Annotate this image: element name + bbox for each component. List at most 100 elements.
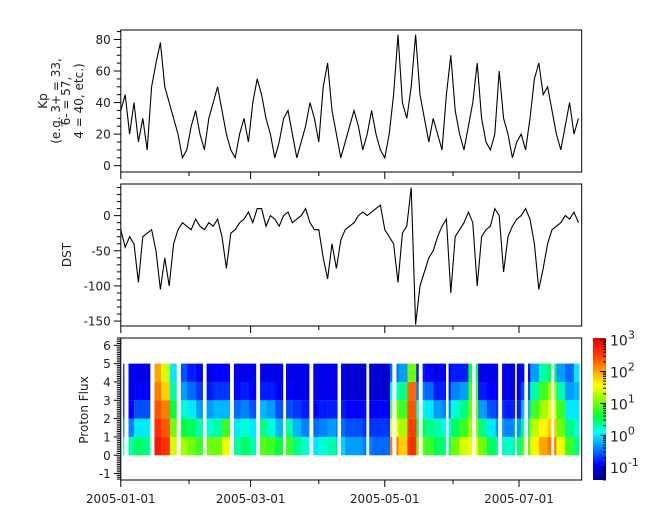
flux-cell xyxy=(428,363,430,382)
flux-cell xyxy=(430,400,432,419)
flux-cell xyxy=(298,363,300,382)
flux-cell xyxy=(496,400,499,419)
flux-cell xyxy=(385,381,388,401)
flux-cell xyxy=(451,418,454,437)
flux-cell xyxy=(282,381,284,401)
flux-cell xyxy=(462,381,465,401)
flux-cell xyxy=(290,436,292,456)
flux-cell xyxy=(407,436,409,456)
flux-cell xyxy=(239,363,241,382)
flux-cell xyxy=(260,418,262,437)
flux-cell xyxy=(491,381,493,401)
flux-cell xyxy=(494,381,496,401)
flux-cell xyxy=(489,381,491,401)
flux-cell xyxy=(196,418,198,437)
flux-cell xyxy=(536,436,539,456)
flux-cell xyxy=(486,400,489,419)
flux-cell xyxy=(163,400,165,419)
flux-cell xyxy=(455,381,457,401)
flux-cell xyxy=(302,418,304,437)
flux-cell xyxy=(434,363,437,382)
flux-cell xyxy=(156,400,159,419)
flux-cell xyxy=(400,363,403,382)
flux-cell xyxy=(539,363,541,382)
flux-cell xyxy=(454,418,456,437)
flux-cell xyxy=(275,381,277,401)
flux-cell xyxy=(386,400,389,419)
flux-cell xyxy=(379,381,381,401)
flux-cell xyxy=(439,418,441,437)
flux-cell xyxy=(252,418,254,437)
flux-cell xyxy=(211,381,213,401)
flux-cell xyxy=(536,400,539,419)
flux-cell xyxy=(407,418,409,437)
flux-cell xyxy=(139,418,141,437)
flux-cell xyxy=(561,436,564,456)
flux-cell xyxy=(141,436,144,456)
flux-cell xyxy=(336,400,338,419)
flux-cell xyxy=(234,381,237,401)
flux-cell xyxy=(532,381,534,401)
flux-cell xyxy=(371,400,373,419)
flux-cell xyxy=(209,363,212,382)
flux-cell xyxy=(441,436,443,456)
flux-cell xyxy=(406,418,408,437)
flux-cell xyxy=(321,436,323,456)
flux-cell xyxy=(161,363,163,382)
flux-cell xyxy=(529,418,531,437)
flux-cell xyxy=(161,381,163,401)
flux-cell xyxy=(277,436,280,456)
flux-cell xyxy=(370,418,372,437)
colorbar-tick-base: 10 xyxy=(610,397,628,413)
flux-cell xyxy=(422,363,425,382)
flux-cell xyxy=(450,363,453,382)
flux-cell xyxy=(308,436,310,456)
flux-cell xyxy=(323,436,325,456)
flux-cell xyxy=(280,418,283,437)
flux-cell xyxy=(381,436,383,456)
flux-cell xyxy=(449,400,452,419)
flux-cell xyxy=(508,363,511,382)
flux-cell xyxy=(317,436,320,456)
flux-cell xyxy=(288,436,290,456)
flux-cell xyxy=(516,400,519,419)
flux-cell xyxy=(561,381,564,401)
flux-cell xyxy=(502,400,504,419)
flux-cell xyxy=(168,400,171,419)
flux-cell xyxy=(128,436,130,456)
flux-cell xyxy=(403,381,405,401)
flux-cell xyxy=(483,363,485,382)
flux-cell xyxy=(407,381,409,401)
flux-cell xyxy=(241,418,243,437)
flux-cell xyxy=(136,436,138,456)
flux-cell xyxy=(280,436,283,456)
flux-cell xyxy=(415,418,417,437)
flux-cell xyxy=(145,400,147,419)
flux-cell xyxy=(495,381,498,401)
flux-cell xyxy=(267,418,270,437)
flux-cell xyxy=(185,418,187,437)
flux-cell xyxy=(467,418,469,437)
flux-cell xyxy=(544,436,546,456)
flux-cell xyxy=(183,381,185,401)
flux-cell xyxy=(479,381,481,401)
flux-cell xyxy=(536,381,539,401)
flux-cell xyxy=(164,436,166,456)
flux-cell xyxy=(190,381,193,401)
flux-cell xyxy=(323,418,325,437)
flux-cell xyxy=(537,363,540,382)
flux-cell xyxy=(170,418,173,437)
flux-cell xyxy=(332,418,334,437)
flux-cell xyxy=(263,381,265,401)
flux-cell xyxy=(372,363,374,382)
flux-cell xyxy=(344,418,346,437)
flux-cell xyxy=(213,418,215,437)
flux-cell xyxy=(404,381,406,401)
kp-ylabel-line-4: 4 = 40, etc.) xyxy=(72,63,86,138)
flux-cell xyxy=(404,400,406,419)
flux-cell xyxy=(522,363,524,382)
flux-cell xyxy=(397,363,399,382)
flux-cell xyxy=(131,436,134,456)
flux-cell xyxy=(252,400,254,419)
flux-cell xyxy=(558,436,560,456)
